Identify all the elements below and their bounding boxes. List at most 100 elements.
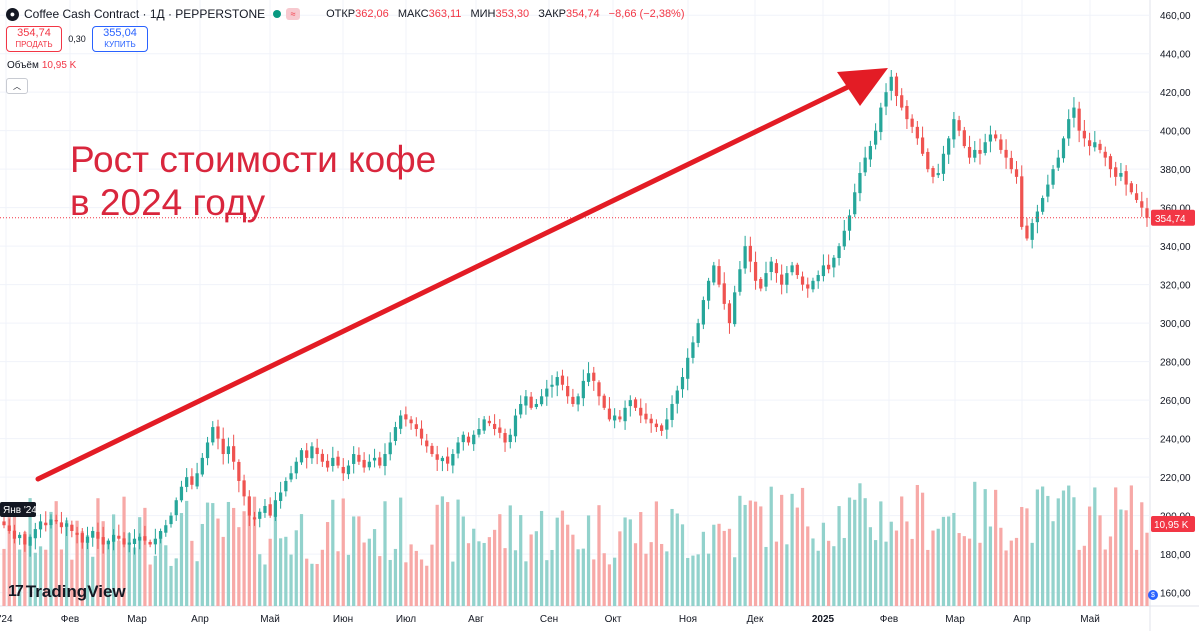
volume-bar bbox=[273, 514, 278, 606]
crosshair-date-badge bbox=[0, 502, 36, 517]
volume-bar bbox=[1072, 497, 1076, 606]
volume-bar bbox=[884, 541, 888, 606]
x-tick-label: Авг bbox=[468, 614, 484, 625]
volume-bar bbox=[816, 550, 820, 606]
candle-body bbox=[472, 434, 476, 445]
candle-body bbox=[727, 303, 732, 324]
y-tick-label: 160,00 bbox=[1160, 589, 1191, 600]
candle-body bbox=[800, 276, 805, 285]
candle-body bbox=[774, 263, 779, 274]
volume-bar bbox=[451, 561, 455, 606]
candle-body bbox=[696, 323, 700, 343]
volume-bar bbox=[294, 530, 298, 606]
candle-body bbox=[566, 386, 570, 397]
y-tick-label: 280,00 bbox=[1160, 358, 1191, 369]
volume-bar bbox=[659, 543, 664, 606]
candle-body bbox=[310, 446, 314, 459]
y-tick-label: 440,00 bbox=[1160, 50, 1191, 61]
candle-body bbox=[461, 434, 465, 443]
volume-bar bbox=[915, 484, 919, 606]
tradingview-logo[interactable]: 17 TradingView bbox=[8, 582, 126, 601]
candle-body bbox=[1108, 156, 1113, 170]
candle-body bbox=[91, 531, 95, 538]
volume-bar bbox=[764, 546, 768, 606]
candle-body bbox=[868, 146, 873, 160]
volume-bar bbox=[618, 531, 622, 606]
candle-body bbox=[780, 274, 784, 285]
candle-body bbox=[158, 531, 163, 539]
candle-body bbox=[294, 461, 298, 474]
x-tick-label: 2025 bbox=[812, 614, 835, 625]
candle-body bbox=[973, 149, 977, 158]
candle-body bbox=[811, 280, 815, 290]
volume-bar bbox=[863, 498, 867, 606]
volume-bar bbox=[106, 540, 111, 606]
candle-body bbox=[85, 536, 90, 543]
volume-bar bbox=[706, 553, 711, 606]
volume-bar bbox=[341, 498, 345, 606]
volume-bar bbox=[1077, 549, 1081, 606]
candle-body bbox=[263, 505, 267, 513]
candle-body bbox=[832, 257, 836, 268]
volume-bar bbox=[44, 549, 48, 606]
volume-bar bbox=[1145, 532, 1149, 606]
buy-button[interactable]: 355,04 КУПИТЬ bbox=[92, 26, 148, 52]
volume-bar bbox=[409, 544, 413, 606]
y-tick-label: 300,00 bbox=[1160, 319, 1191, 330]
volume-bar bbox=[769, 486, 773, 606]
x-tick-label: Ноя bbox=[679, 614, 697, 625]
candle-body bbox=[331, 457, 335, 467]
collapse-legend-button[interactable]: ︿ bbox=[6, 78, 28, 94]
volume-bar bbox=[325, 522, 330, 606]
candle-body bbox=[205, 442, 210, 459]
compare-icon[interactable]: ≈ bbox=[286, 8, 301, 20]
x-tick-label: Фев bbox=[880, 614, 898, 625]
x-tick-label: Фев bbox=[61, 614, 79, 625]
volume-bar bbox=[425, 565, 429, 606]
candle-body bbox=[1098, 143, 1102, 150]
volume-bar bbox=[926, 549, 930, 606]
candle-body bbox=[1077, 108, 1081, 131]
volume-bar bbox=[472, 528, 476, 606]
volume-bar bbox=[179, 513, 184, 606]
volume-bar bbox=[832, 546, 836, 606]
candle-body bbox=[404, 414, 408, 420]
candle-body bbox=[435, 454, 439, 460]
volume-bar bbox=[49, 511, 53, 606]
candle-body bbox=[325, 460, 330, 468]
sell-button[interactable]: 354,74 ПРОДАТЬ bbox=[6, 26, 62, 52]
symbol-title[interactable]: Coffee Cash Contract · 1Д · PEPPERSTONE bbox=[24, 7, 266, 21]
volume-bar bbox=[101, 521, 105, 606]
volume-bar bbox=[85, 535, 90, 606]
volume-bar bbox=[665, 551, 669, 606]
candle-body bbox=[414, 424, 418, 430]
volume-bar bbox=[138, 517, 142, 606]
candle-body bbox=[654, 423, 659, 428]
volume-bar bbox=[560, 510, 565, 606]
volume-bar bbox=[686, 557, 690, 606]
volume-bar bbox=[983, 489, 987, 606]
volume-bar bbox=[550, 549, 554, 606]
x-tick-label: Мар bbox=[127, 614, 147, 625]
currency-flag-icon[interactable]: $ bbox=[1148, 590, 1158, 600]
volume-bar bbox=[879, 501, 883, 606]
volume-bar bbox=[367, 538, 371, 606]
candle-body bbox=[623, 407, 627, 422]
candle-body bbox=[179, 486, 184, 501]
candle-body bbox=[258, 511, 262, 519]
volume-bar bbox=[153, 555, 157, 606]
candle-body bbox=[884, 92, 888, 107]
x-tick-label: Июн bbox=[333, 614, 353, 625]
y-tick-label: 240,00 bbox=[1160, 435, 1191, 446]
candle-body bbox=[284, 480, 288, 492]
volume-bar bbox=[503, 548, 507, 606]
candle-body bbox=[639, 407, 643, 416]
volume-bar bbox=[331, 499, 335, 606]
annotation-text[interactable]: Рост стоимости кофе в 2024 году bbox=[70, 139, 437, 223]
volume-bar bbox=[539, 510, 544, 606]
candle-body bbox=[362, 459, 366, 468]
volume-bar bbox=[299, 514, 304, 606]
x-tick-label: Май bbox=[260, 614, 280, 625]
time-axis: '24 Фев Мар Апр Май Июн Июл Авг Сен Окт Ноя Дек 2025… bbox=[0, 614, 1100, 625]
